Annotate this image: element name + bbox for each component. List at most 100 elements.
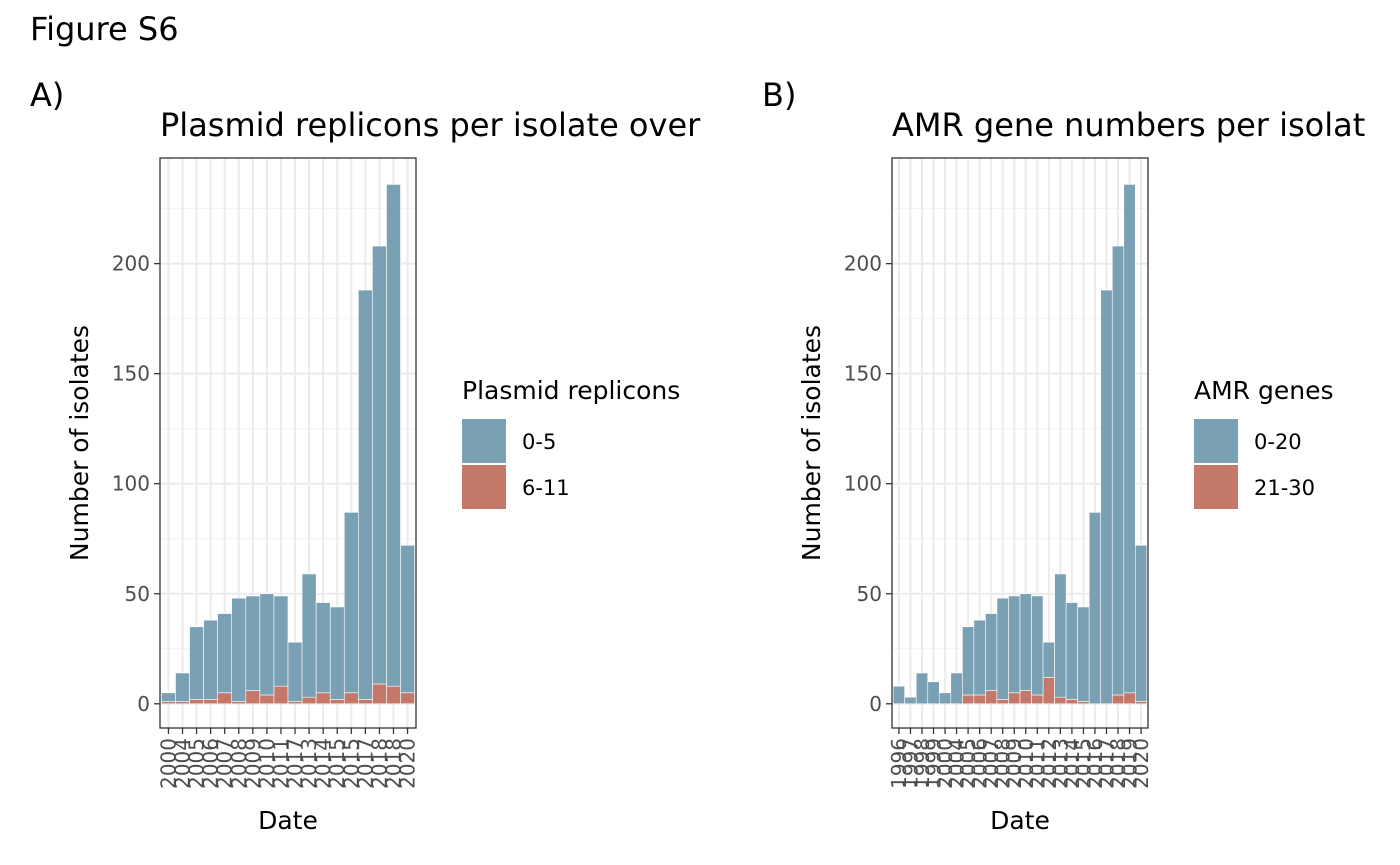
chart-a-xtick-label: 2017: [353, 738, 377, 789]
chart-b-title: AMR gene numbers per isolat: [892, 106, 1365, 144]
chart-b-bar-0-20-2017: [1100, 289, 1113, 705]
chart-b-ytick-label: 100: [844, 472, 882, 496]
chart-a-bar-0-5-2006: [203, 619, 218, 700]
chart-b-xtick-label: 2013: [1048, 738, 1072, 789]
chart-b-bar-21-30-2007: [985, 690, 998, 705]
chart-b-bar-21-30-2014: [1065, 699, 1078, 705]
chart-a: Plasmid replicons per isolate over 0 50 10…: [65, 106, 701, 835]
chart-b-xtick-label: 2000: [933, 738, 957, 789]
chart-a-bar-0-5-2014: [315, 602, 331, 694]
chart-b-bar-0-20-2016: [1088, 512, 1102, 705]
chart-a-legend: Plasmid replicons 0-5 6-11: [462, 376, 680, 509]
chart-b-xtick-label: 1996: [887, 738, 911, 789]
chart-a-legend-title: Plasmid replicons: [462, 376, 680, 405]
chart-b-bar-21-30-2015: [1077, 701, 1090, 705]
chart-a-xtick-label: 2014: [311, 738, 335, 789]
chart-b: AMR gene numbers per isolat 0 50 100 150 200…: [797, 106, 1365, 835]
chart-a-bar-6-11-2019: [386, 685, 401, 705]
chart-a-xtick-label: 2004: [171, 738, 195, 789]
chart-b-bar-0-20-2006: [973, 619, 986, 696]
chart-b-bar-21-30-2020: [1135, 701, 1148, 705]
chart-a-bar-6-11-2008: [231, 701, 247, 705]
legend-label-0-5: 0-5: [522, 430, 556, 454]
chart-b-bar-0-20-2010: [1019, 593, 1032, 691]
chart-a-ytick-label: 100: [112, 472, 150, 496]
chart-a-bar-6-11-2020: [400, 692, 415, 705]
chart-a-bar-0-5-2007: [217, 613, 233, 694]
chart-b-bar-0-20-2005: [962, 626, 975, 696]
chart-a-bar-0-5-2019: [386, 184, 401, 687]
legend-label-0-20: 0-20: [1254, 430, 1302, 454]
chart-b-xtick-label: 1998: [910, 738, 934, 789]
chart-a-bar-6-11-2017: [358, 699, 373, 705]
chart-a-xtick-label: 2009: [241, 738, 265, 789]
chart-b-xtick-label: 2012: [1037, 738, 1061, 789]
chart-a-bar-6-11-2009: [245, 690, 261, 705]
chart-a-xtick-label: 2017: [283, 738, 307, 789]
chart-a-plot-area: 0 50 100 150 200 2000200420052006200720082009…: [112, 157, 420, 789]
chart-a-bar-0-5-2008: [231, 597, 247, 702]
chart-b-bar-0-20-2020: [1135, 545, 1148, 702]
chart-b-bar-0-20-2008: [996, 597, 1009, 700]
chart-a-bar-6-11-2010: [259, 694, 275, 705]
chart-a-bar-0-5-2005: [189, 626, 204, 700]
chart-a-xtick-label: 2011: [269, 738, 293, 789]
chart-a-bar-0-5-2000: [161, 692, 176, 702]
chart-a-xtick-label: 2018: [381, 738, 405, 789]
chart-a-xtick-label: 2005: [185, 738, 209, 789]
chart-b-xtick-label: 2019: [1118, 738, 1142, 789]
chart-a-bar-6-11-2004: [175, 701, 190, 705]
chart-b-ytick-label: 150: [844, 362, 882, 386]
chart-a-ylabel: Number of isolates: [65, 325, 94, 561]
chart-a-bar-0-5-2015: [329, 606, 345, 700]
legend-label-21-30: 21-30: [1254, 476, 1315, 500]
chart-b-xtick-label: 2020: [1129, 738, 1153, 789]
chart-b-xtick-label: 2017: [1094, 738, 1118, 789]
chart-b-ytick-label: 200: [844, 252, 882, 276]
chart-a-bar-0-5-2004: [175, 672, 190, 702]
chart-a-bar-0-5-2016: [343, 512, 359, 694]
chart-b-bar-21-30-2008: [996, 699, 1009, 705]
chart-b-bar-0-20-1999: [927, 681, 940, 705]
chart-b-bar-0-20-1996: [892, 685, 905, 705]
chart-a-bar-0-5-2017: [358, 289, 373, 700]
chart-b-bar-0-20-2007: [985, 613, 998, 691]
chart-a-xtick-label: 2007: [213, 738, 237, 789]
chart-a-bar-6-11-2012: [287, 701, 303, 705]
chart-b-bar-21-30-2013: [1054, 696, 1067, 705]
legend-swatch-6-11: [462, 465, 506, 509]
chart-b-bar-0-20-1997: [904, 696, 917, 705]
chart-b-bar-21-30-2019: [1123, 692, 1136, 705]
chart-b-ytick-label: 50: [857, 582, 882, 606]
chart-b-xtick-label: 2004: [945, 738, 969, 789]
chart-a-xtick-label: 2015: [325, 738, 349, 789]
chart-a-xtick-label: 2010: [255, 738, 279, 789]
chart-a-bar-6-11-2015: [329, 699, 345, 705]
chart-b-bar-0-20-2009: [1008, 595, 1021, 694]
chart-a-xtick-label: 2020: [396, 738, 420, 789]
chart-b-bar-0-20-2019: [1123, 184, 1136, 694]
chart-b-plot-area: 0 50 100 150 200 1996199719981999200020042005…: [844, 157, 1153, 789]
chart-a-bar-6-11-2007: [217, 692, 233, 705]
chart-b-bar-0-20-2015: [1077, 606, 1090, 702]
chart-b-xtick-label: 2011: [1025, 738, 1049, 789]
chart-b-bar-21-30-2006: [973, 694, 986, 705]
chart-b-xtick-label: 1999: [922, 738, 946, 789]
chart-b-bar-0-20-2013: [1054, 573, 1067, 698]
chart-b-bar-21-30-2011: [1031, 694, 1044, 705]
chart-b-xtick-label: 2009: [1002, 738, 1026, 789]
chart-a-bar-0-5-2011: [273, 595, 289, 687]
chart-a-bar-0-5-2009: [245, 595, 261, 691]
chart-a-xtick-label: 2013: [297, 738, 321, 789]
chart-b-bar-0-20-2012: [1042, 641, 1055, 678]
legend-swatch-21-30: [1194, 465, 1238, 509]
chart-b-xtick-label: 2007: [979, 738, 1003, 789]
chart-a-bar-6-11-2000: [161, 701, 176, 705]
figure-title: Figure S6: [30, 10, 179, 48]
legend-swatch-0-20: [1194, 419, 1238, 463]
chart-b-ylabel: Number of isolates: [797, 325, 826, 561]
chart-a-xtick-label: 2000: [156, 738, 180, 789]
chart-a-xtick-label: 2006: [199, 738, 223, 789]
chart-a-bar-6-11-2016: [343, 692, 359, 705]
chart-a-bar-6-11-2011: [273, 685, 289, 705]
